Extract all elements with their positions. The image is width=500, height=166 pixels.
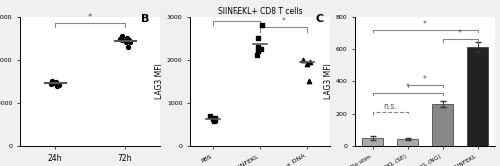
Text: *: * — [423, 75, 427, 84]
Text: *: * — [88, 13, 92, 22]
Point — [50, 82, 58, 85]
Title: SIINFEKL+ CD8 T cells: SIINFEKL+ CD8 T cells — [218, 7, 302, 16]
Point — [122, 41, 130, 44]
Text: *: * — [234, 11, 238, 20]
Point — [118, 35, 126, 37]
Point — [123, 37, 131, 40]
Point — [56, 83, 64, 86]
Point — [258, 24, 266, 27]
Text: n.s.: n.s. — [383, 102, 397, 111]
Text: *: * — [406, 83, 409, 92]
Point — [254, 37, 262, 40]
Bar — [467, 47, 488, 146]
Bar — [362, 138, 383, 146]
Point — [124, 45, 132, 48]
Text: *: * — [282, 17, 286, 26]
Point — [46, 83, 54, 86]
Point — [124, 39, 132, 42]
Point — [210, 120, 218, 122]
Point — [211, 119, 219, 122]
Bar — [397, 139, 418, 146]
Point — [210, 118, 218, 121]
Text: C: C — [316, 14, 324, 24]
Point — [48, 82, 56, 84]
Point — [254, 45, 262, 48]
Point — [254, 54, 262, 57]
Point — [300, 58, 308, 61]
Point — [52, 81, 60, 83]
Point — [254, 50, 262, 52]
Text: *: * — [423, 20, 427, 29]
Point — [116, 38, 124, 40]
Text: *: * — [458, 29, 462, 39]
Point — [306, 61, 314, 63]
Point — [126, 40, 134, 43]
Point — [54, 84, 62, 87]
Point — [257, 48, 265, 50]
Text: B: B — [141, 14, 150, 24]
Point — [48, 80, 56, 83]
Point — [304, 80, 312, 83]
Point — [118, 39, 126, 41]
Bar — [432, 104, 453, 146]
Y-axis label: LAG3 MFI: LAG3 MFI — [155, 63, 164, 99]
Y-axis label: LAG3 MFI: LAG3 MFI — [324, 63, 333, 99]
Point — [206, 115, 214, 117]
Point — [211, 117, 219, 119]
Point — [302, 63, 310, 65]
